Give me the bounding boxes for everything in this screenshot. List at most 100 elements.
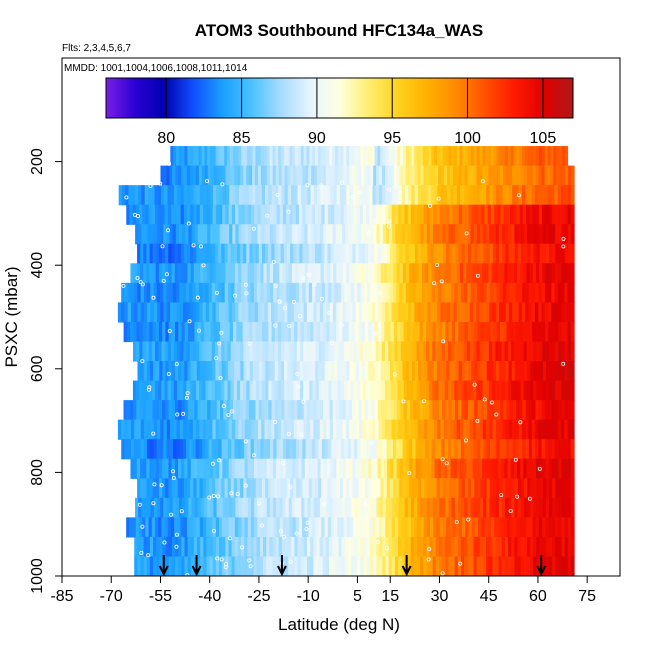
field-cell xyxy=(466,341,471,362)
field-cell xyxy=(571,165,575,186)
field-cell xyxy=(337,380,342,401)
field-cell xyxy=(330,361,335,382)
field-cell xyxy=(544,282,549,303)
field-cell xyxy=(553,146,557,167)
field-cell xyxy=(310,400,314,421)
field-cell xyxy=(339,419,344,440)
field-cell xyxy=(448,146,452,167)
field-cell xyxy=(376,439,381,460)
field-cell xyxy=(196,341,200,362)
field-cell xyxy=(147,302,152,323)
field-cell xyxy=(461,478,466,499)
field-cell xyxy=(121,185,126,206)
field-cell xyxy=(317,185,321,206)
field-cell xyxy=(405,478,410,499)
field-cell xyxy=(130,419,135,440)
field-cell xyxy=(360,497,365,518)
sample-marker xyxy=(441,339,446,344)
field-cell xyxy=(270,204,274,225)
field-cell xyxy=(193,361,198,382)
field-cell xyxy=(153,536,157,558)
field-cell xyxy=(162,263,166,284)
field-cell xyxy=(357,146,361,167)
sample-marker xyxy=(228,536,233,541)
field-cell xyxy=(435,341,440,362)
field-cell xyxy=(350,282,355,303)
field-cell xyxy=(492,224,497,245)
field-cell xyxy=(277,243,282,264)
field-cell xyxy=(172,439,177,460)
field-cell xyxy=(360,439,365,460)
field-cell xyxy=(402,439,407,460)
field-cell xyxy=(143,439,148,460)
field-cell xyxy=(492,556,497,576)
field-cell xyxy=(287,185,292,206)
field-cell xyxy=(312,282,316,303)
field-cell xyxy=(339,243,344,264)
field-cell xyxy=(389,439,394,460)
field-cell xyxy=(518,302,523,323)
field-cell xyxy=(353,341,358,362)
x-tick-label: -85 xyxy=(50,588,73,605)
field-cell xyxy=(208,243,213,264)
field-cell xyxy=(431,146,435,167)
field-cell xyxy=(372,185,377,206)
field-cell xyxy=(254,224,258,245)
field-cell xyxy=(225,419,230,440)
field-cell xyxy=(342,419,347,440)
field-cell xyxy=(490,146,495,167)
field-cell xyxy=(190,361,195,382)
field-cell xyxy=(209,556,214,576)
field-cell xyxy=(570,497,575,518)
field-cell xyxy=(561,517,566,538)
field-cell xyxy=(318,341,323,362)
flight-arrow-head xyxy=(401,565,412,577)
field-cell xyxy=(331,380,336,401)
field-cell xyxy=(535,321,540,343)
field-cell xyxy=(525,419,530,440)
field-cell xyxy=(398,517,402,538)
sample-marker xyxy=(179,509,184,514)
field-cell xyxy=(187,165,191,186)
field-cell xyxy=(343,185,347,206)
field-cell xyxy=(461,361,466,382)
field-cell xyxy=(284,321,289,343)
field-cell xyxy=(183,204,188,225)
field-cell xyxy=(479,341,484,362)
field-cell xyxy=(239,400,244,421)
field-cell xyxy=(426,321,430,343)
field-cell xyxy=(255,321,260,343)
field-cell xyxy=(164,204,169,225)
field-cell xyxy=(552,478,556,499)
field-cell xyxy=(215,419,220,440)
field-cell xyxy=(391,556,396,576)
field-cell xyxy=(505,478,510,499)
field-cell xyxy=(509,439,514,460)
field-cell xyxy=(146,243,151,264)
field-cell xyxy=(557,439,562,460)
field-cell xyxy=(420,517,425,538)
field-cell xyxy=(564,185,569,206)
field-cell xyxy=(466,263,471,284)
field-cell xyxy=(287,419,292,440)
field-cell xyxy=(570,224,575,245)
sample-marker xyxy=(223,564,228,569)
field-cell xyxy=(195,146,200,167)
field-cell xyxy=(558,478,563,499)
field-cell xyxy=(228,263,233,284)
field-cell xyxy=(416,400,421,421)
field-cell xyxy=(210,400,215,421)
field-cell xyxy=(307,536,311,558)
field-cell xyxy=(431,439,436,460)
field-cell xyxy=(469,185,474,206)
field-cell xyxy=(542,204,546,225)
field-cell xyxy=(345,497,349,518)
field-cell xyxy=(257,439,261,460)
field-cell xyxy=(160,224,164,245)
field-cell xyxy=(468,146,472,167)
field-cell xyxy=(181,165,185,186)
field-cell xyxy=(496,361,500,382)
field-cell xyxy=(255,165,259,186)
field-cell xyxy=(271,341,276,362)
field-cell xyxy=(502,185,507,206)
